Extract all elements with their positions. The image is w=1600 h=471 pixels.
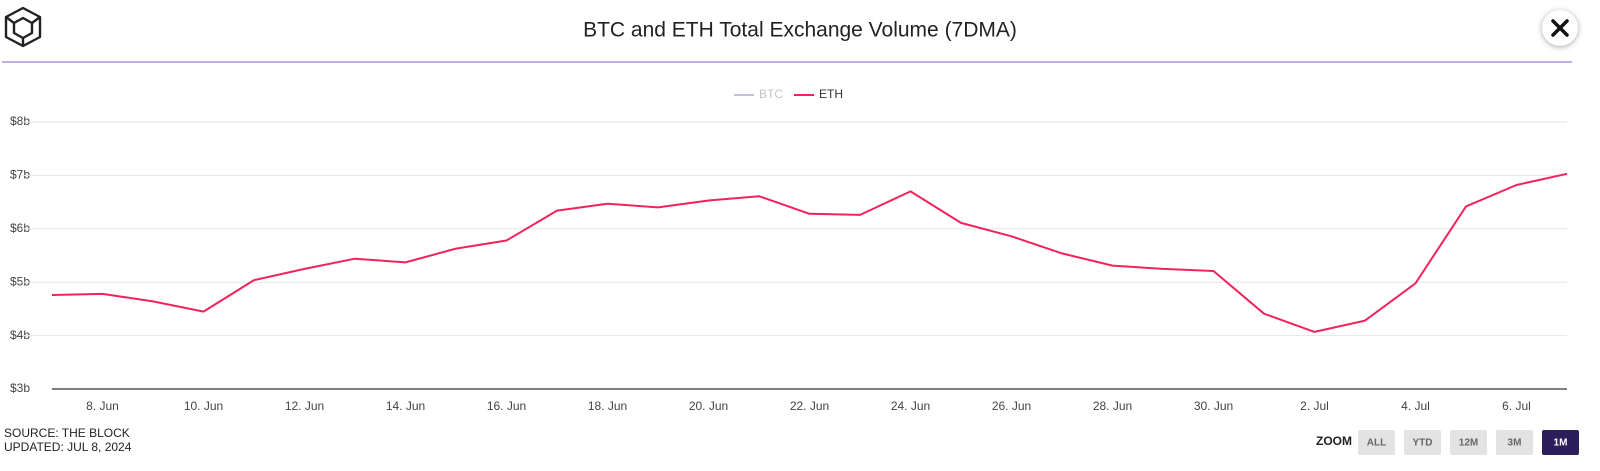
x-tick-label: 26. Jun xyxy=(992,399,1031,413)
zoom-label: ZOOM xyxy=(1316,434,1352,448)
legend-item[interactable]: ETH xyxy=(794,87,843,101)
zoom-button[interactable]: 12M xyxy=(1450,430,1487,455)
y-tick-label: $3b xyxy=(10,381,30,395)
x-tick-label: 24. Jun xyxy=(891,399,930,413)
zoom-button-label: 12M xyxy=(1459,438,1478,449)
chart-title: BTC and ETH Total Exchange Volume (7DMA) xyxy=(583,19,1017,42)
x-tick-label: 20. Jun xyxy=(689,399,728,413)
zoom-button[interactable]: 3M xyxy=(1496,430,1533,455)
y-tick-label: $5b xyxy=(10,274,30,288)
x-tick-label: 4. Jul xyxy=(1401,399,1430,413)
y-tick-label: $4b xyxy=(10,328,30,342)
x-tick-label: 6. Jul xyxy=(1502,399,1531,413)
zoom-button-label: 3M xyxy=(1508,438,1522,449)
updated: UPDATED: JUL 8, 2024 xyxy=(4,440,132,454)
close-button[interactable] xyxy=(1542,10,1578,46)
x-tick-label: 8. Jun xyxy=(86,399,119,413)
zoom-button-label: ALL xyxy=(1367,438,1386,449)
zoom-button-label: 1M xyxy=(1554,438,1568,449)
legend-label: BTC xyxy=(759,87,783,101)
zoom-button[interactable]: YTD xyxy=(1404,430,1441,455)
zoom-button-bg xyxy=(1450,430,1487,455)
zoom-button[interactable]: 1M xyxy=(1542,430,1579,455)
zoom-button-bg xyxy=(1542,430,1579,455)
x-tick-label: 22. Jun xyxy=(790,399,829,413)
x-tick-label: 30. Jun xyxy=(1194,399,1233,413)
zoom-button-bg xyxy=(1358,430,1395,455)
x-tick-label: 16. Jun xyxy=(487,399,526,413)
x-tick-label: 10. Jun xyxy=(184,399,223,413)
source: SOURCE: THE BLOCK xyxy=(4,426,130,440)
zoom-button[interactable]: ALL xyxy=(1358,430,1395,455)
y-tick-label: $8b xyxy=(10,114,30,128)
y-tick-label: $7b xyxy=(10,168,30,182)
legend-label: ETH xyxy=(819,87,843,101)
y-tick-label: $6b xyxy=(10,221,30,235)
x-tick-label: 2. Jul xyxy=(1300,399,1329,413)
zoom-button-bg xyxy=(1496,430,1533,455)
zoom-button-label: YTD xyxy=(1413,438,1433,449)
zoom-button-bg xyxy=(1404,430,1441,455)
x-tick-label: 12. Jun xyxy=(285,399,324,413)
legend-item[interactable]: BTC xyxy=(734,87,783,101)
x-tick-label: 14. Jun xyxy=(386,399,425,413)
series-line xyxy=(51,172,1568,333)
logo xyxy=(4,6,42,48)
x-tick-label: 28. Jun xyxy=(1093,399,1132,413)
x-tick-label: 18. Jun xyxy=(588,399,627,413)
